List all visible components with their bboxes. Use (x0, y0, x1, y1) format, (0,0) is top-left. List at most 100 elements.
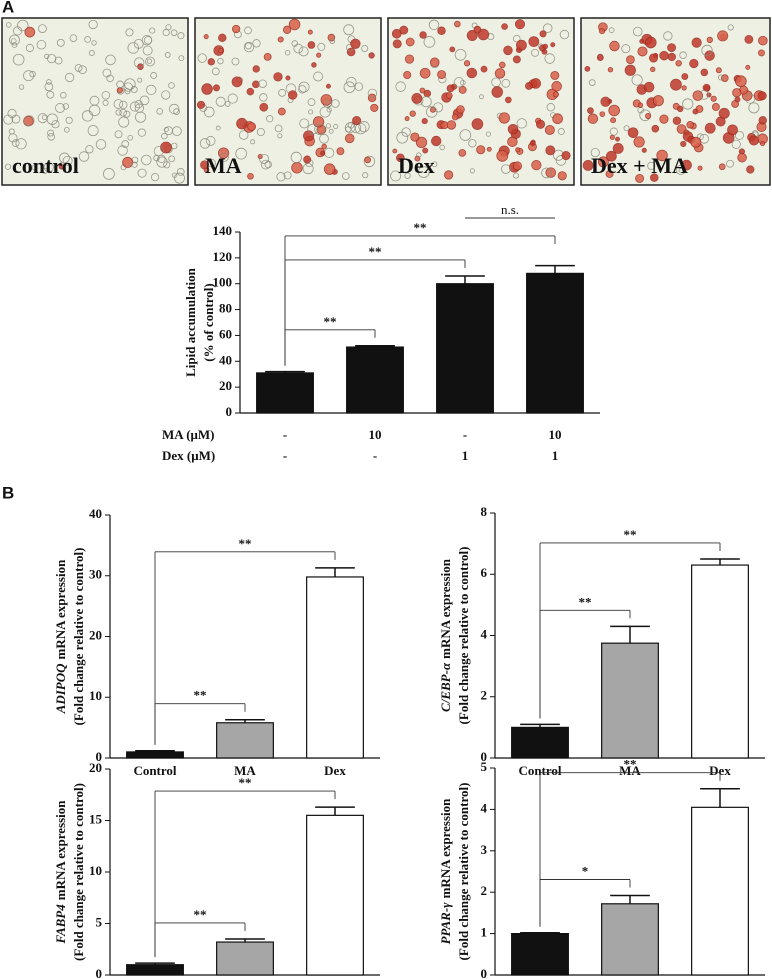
cell (559, 29, 570, 40)
cell (91, 40, 97, 46)
cell (512, 172, 520, 179)
cell (87, 125, 99, 137)
cell (364, 156, 372, 164)
cell (610, 117, 617, 124)
cell (404, 172, 411, 179)
cell (314, 123, 326, 136)
cell (605, 169, 614, 178)
cell (123, 110, 131, 118)
cell (273, 72, 283, 82)
cell (466, 67, 478, 79)
cell (29, 70, 36, 78)
cell (454, 48, 467, 61)
cell (421, 118, 428, 125)
cell (596, 54, 604, 61)
cell (458, 85, 467, 94)
cell (599, 111, 606, 117)
y-tick-label: 10 (89, 688, 102, 703)
cell (463, 60, 471, 67)
cell (224, 101, 231, 107)
cell (428, 19, 440, 31)
y-tick-label: 20 (219, 378, 232, 393)
comparison-label: ** (624, 527, 637, 542)
cell (88, 19, 98, 30)
cell (344, 122, 356, 133)
cell (552, 113, 563, 125)
cell (55, 103, 65, 113)
cell (139, 95, 150, 106)
cell (652, 95, 664, 107)
cell (644, 36, 657, 49)
cell (200, 160, 210, 170)
cell (156, 107, 164, 115)
cell (59, 152, 70, 164)
cell (303, 155, 312, 164)
cell (31, 164, 38, 171)
cell (259, 153, 270, 164)
cell (325, 100, 333, 107)
y-axis-label: C/EBP-α mRNA expression (438, 558, 453, 712)
cell (466, 30, 478, 41)
x-tick-label: Dex (709, 763, 731, 778)
cell (342, 172, 350, 180)
cell (704, 50, 715, 61)
cell (203, 34, 209, 40)
treatment-name: MA (μM) (162, 427, 215, 442)
cell (405, 37, 415, 47)
cell (256, 128, 265, 137)
cell (65, 116, 73, 124)
cell (283, 171, 292, 180)
cell (47, 132, 55, 141)
cell (621, 44, 631, 54)
cell (178, 55, 185, 62)
cell (757, 49, 765, 57)
treatment-value: 1 (552, 448, 559, 463)
cell (285, 75, 291, 81)
cell (231, 76, 243, 88)
cell (443, 170, 454, 180)
cell (417, 166, 430, 178)
cell (207, 158, 216, 168)
cell (252, 80, 260, 89)
cell (650, 173, 659, 182)
comparison-label: ** (194, 688, 207, 703)
cell (718, 163, 726, 171)
bar (346, 346, 404, 414)
cell (231, 57, 240, 66)
cell (278, 88, 287, 97)
cell (343, 24, 355, 36)
cell (468, 139, 477, 148)
cell (734, 96, 741, 103)
cell (116, 80, 124, 89)
cell (307, 41, 316, 49)
cell (701, 44, 713, 57)
y-tick-label: 6 (481, 565, 488, 580)
cell (9, 34, 20, 46)
cell (396, 153, 405, 163)
cell (419, 87, 426, 94)
y-tick-label: 0 (96, 966, 103, 979)
y-tick-label: 40 (219, 352, 232, 367)
cell (113, 99, 124, 109)
cell (259, 93, 268, 102)
bar (691, 564, 749, 759)
cell (363, 155, 376, 168)
cell (663, 31, 673, 41)
cell (647, 161, 656, 170)
cell (37, 113, 48, 124)
cell (177, 32, 185, 40)
cell (587, 107, 594, 114)
cell (307, 98, 316, 107)
cell (528, 36, 540, 48)
cell (431, 161, 438, 168)
cell (735, 75, 747, 88)
cell (25, 43, 34, 53)
cell (501, 78, 511, 88)
cell (277, 36, 284, 43)
cell (207, 58, 215, 66)
cell (561, 151, 571, 161)
cell (131, 161, 138, 168)
cell (24, 26, 36, 38)
cell (415, 136, 428, 149)
cell (544, 53, 556, 64)
